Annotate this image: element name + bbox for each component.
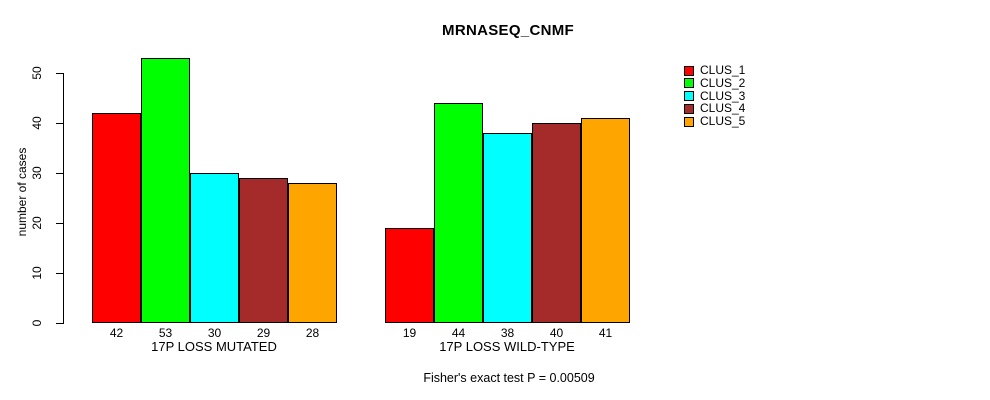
bar-value-label-17p-loss-mutated-clus-1: 42	[109, 326, 124, 340]
bar-17p-loss-mutated-clus-5	[288, 183, 337, 323]
y-tick-label-text: 10	[30, 266, 44, 280]
y-tick-label-text: 20	[30, 216, 44, 230]
group-label-17p-loss-mutated: 17P LOSS MUTATED	[151, 339, 277, 354]
legend-item-clus-1: CLUS_1	[684, 63, 746, 77]
legend-label-clus-5: CLUS_5	[700, 114, 746, 129]
legend-swatch-clus-5	[684, 116, 694, 127]
chart-title: MRNASEQ_CNMF	[442, 22, 574, 39]
bar-17p-loss-wild-type-clus-3	[483, 133, 532, 323]
bar-17p-loss-wild-type-clus-5	[581, 118, 630, 323]
y-tick-50	[56, 73, 64, 74]
bar-value-label-17p-loss-mutated-clus-2: 53	[158, 326, 173, 340]
y-tick-30	[56, 173, 64, 174]
bar-17p-loss-wild-type-clus-1	[385, 228, 434, 323]
bar-value-label-17p-loss-mutated-clus-3: 30	[207, 326, 222, 340]
bar-17p-loss-mutated-clus-2	[141, 58, 190, 323]
legend-swatch-clus-3	[684, 91, 694, 102]
legend-swatch-clus-2	[684, 78, 694, 89]
y-tick-label-text: 30	[30, 166, 44, 180]
y-tick-20	[56, 223, 64, 224]
legend-label-clus-3: CLUS_3	[700, 88, 746, 103]
legend-item-clus-3: CLUS_3	[684, 88, 746, 103]
bar-17p-loss-wild-type-clus-2	[434, 103, 483, 323]
y-tick-label-text: 40	[30, 116, 44, 130]
legend-item-clus-4: CLUS_4	[684, 101, 746, 116]
y-axis-line	[63, 73, 64, 324]
bar-value-label-17p-loss-wild-type-clus-4: 40	[549, 326, 564, 340]
legend-label-clus-2: CLUS_2	[700, 75, 746, 90]
legend-label-clus-4: CLUS_4	[700, 101, 746, 116]
legend-swatch-clus-1	[684, 65, 694, 76]
fisher-test-annotation: Fisher's exact test P = 0.00509	[423, 371, 595, 385]
legend-swatch-clus-4	[684, 103, 694, 114]
y-tick-label-text: 0	[30, 319, 44, 327]
y-tick-label-text: 50	[30, 66, 44, 80]
bar-value-label-17p-loss-mutated-clus-4: 29	[256, 326, 271, 340]
bar-value-label-17p-loss-wild-type-clus-3: 38	[500, 326, 515, 340]
legend-item-clus-2: CLUS_2	[684, 75, 746, 90]
group-label-17p-loss-wild-type: 17P LOSS WILD-TYPE	[439, 339, 575, 354]
legend-label-clus-1: CLUS_1	[700, 63, 746, 77]
bar-17p-loss-mutated-clus-3	[190, 173, 239, 323]
y-tick-10	[56, 273, 64, 274]
y-axis-title-text: number of cases	[15, 147, 29, 237]
bar-value-label-17p-loss-wild-type-clus-5: 41	[598, 326, 613, 340]
bar-17p-loss-mutated-clus-4	[239, 178, 288, 323]
y-tick-0	[56, 323, 64, 324]
bar-value-label-17p-loss-wild-type-clus-2: 44	[451, 326, 466, 340]
y-tick-40	[56, 123, 64, 124]
bar-value-label-17p-loss-mutated-clus-5: 28	[305, 326, 320, 340]
bar-value-label-17p-loss-wild-type-clus-1: 19	[402, 326, 417, 340]
legend-item-clus-5: CLUS_5	[684, 114, 746, 129]
bar-17p-loss-mutated-clus-1	[92, 113, 141, 323]
bar-17p-loss-wild-type-clus-4	[532, 123, 581, 323]
